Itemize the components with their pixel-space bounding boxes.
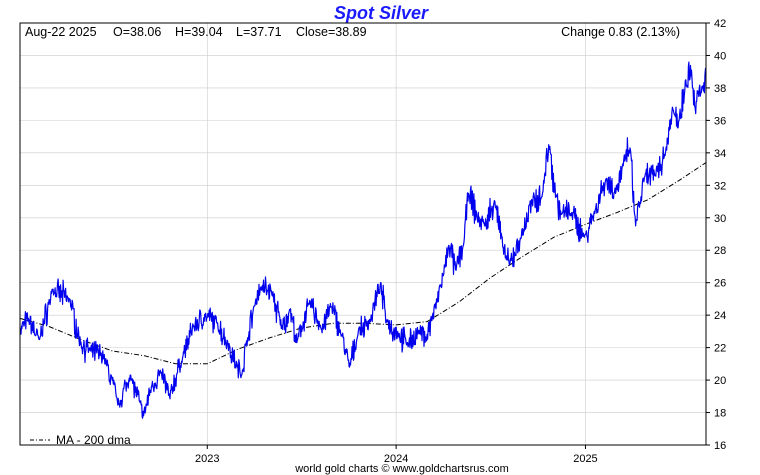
x-tick-label: 2023 — [195, 453, 219, 465]
header-low: L=37.71 — [236, 25, 282, 39]
chart-title: Spot Silver — [334, 3, 429, 23]
x-axis: 2023 2024 2025 — [195, 445, 598, 465]
y-tick-label: 40 — [714, 50, 726, 62]
header-close: Close=38.89 — [296, 25, 367, 39]
y-tick-label: 18 — [714, 408, 726, 420]
x-tick-label: 2025 — [573, 453, 597, 465]
y-tick-label: 32 — [714, 180, 726, 192]
y-tick-label: 16 — [714, 440, 726, 452]
y-tick-label: 28 — [714, 245, 726, 257]
header-change: Change 0.83 (2.13%) — [561, 25, 680, 39]
y-tick-label: 30 — [714, 213, 726, 225]
footer-credit: world gold charts © www.goldchartsrus.co… — [294, 463, 509, 475]
y-tick-label: 36 — [714, 115, 726, 127]
y-axis: 16 18 20 22 24 26 28 30 32 34 36 38 40 42 — [706, 18, 726, 452]
y-tick-label: 26 — [714, 278, 726, 290]
header-high: H=39.04 — [175, 25, 223, 39]
plot-frame — [19, 22, 707, 446]
price-line — [19, 61, 707, 419]
header-readout: Aug-22 2025 O=38.06 H=39.04 L=37.71 Clos… — [25, 25, 680, 39]
plot-border — [19, 22, 707, 446]
legend: MA - 200 dma — [30, 433, 131, 447]
header-date: Aug-22 2025 — [25, 25, 97, 39]
y-tick-label: 24 — [714, 310, 726, 322]
y-tick-label: 38 — [714, 83, 726, 95]
plot-area — [19, 22, 707, 446]
y-tick-label: 42 — [714, 18, 726, 30]
y-tick-label: 20 — [714, 375, 726, 387]
y-tick-label: 22 — [714, 343, 726, 355]
header-open: O=38.06 — [113, 25, 161, 39]
legend-label-ma: MA - 200 dma — [56, 433, 131, 447]
y-tick-label: 34 — [714, 148, 726, 160]
gridlines — [20, 23, 706, 445]
x-tick-label: 2024 — [384, 453, 408, 465]
